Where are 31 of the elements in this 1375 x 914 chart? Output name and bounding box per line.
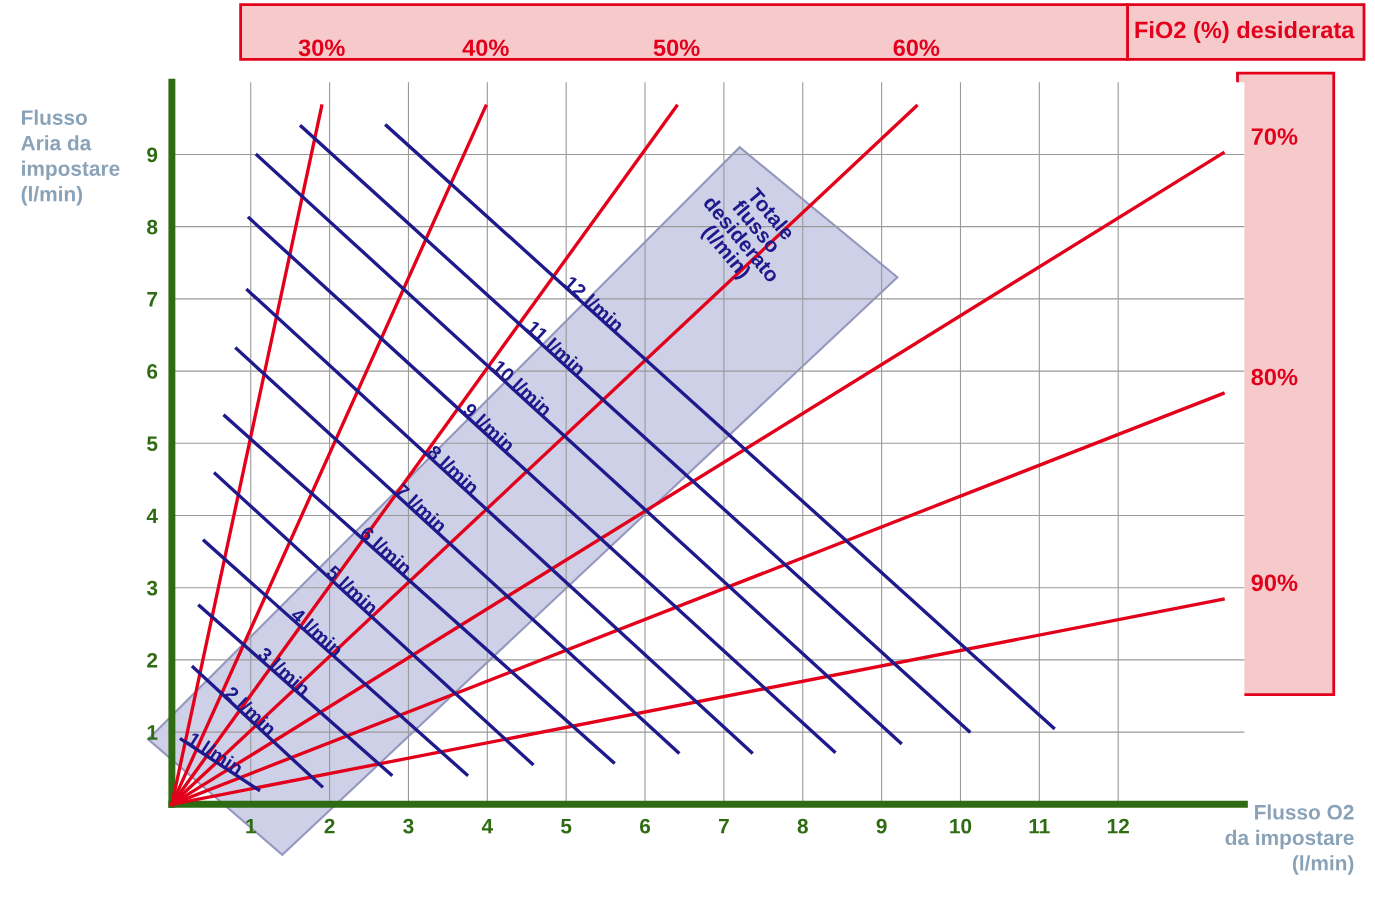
series-label: 90%	[1251, 574, 1298, 592]
x-tick-label: 12	[1107, 818, 1129, 834]
series-label: 70%	[1251, 128, 1298, 145]
x-tick-label: 6	[640, 818, 651, 834]
x-tick-label: 10	[950, 818, 972, 834]
text: 50%	[653, 39, 700, 57]
x-tick-label: 9	[876, 818, 887, 834]
x-tick-label: 5	[561, 818, 572, 834]
text: 60%	[893, 39, 940, 57]
x-tick-label: 8	[797, 818, 808, 834]
text: 30%	[298, 39, 345, 57]
x-tick-label: 2	[324, 818, 335, 834]
text: FiO2 (%) desiderata	[1135, 20, 1355, 43]
y-tick-label: 2	[147, 652, 158, 668]
y-tick-label: 8	[147, 219, 158, 235]
y-axis-title: Flusso Aria da impostare (l/min)	[21, 109, 120, 206]
y-tick-label: 9	[147, 147, 158, 163]
x-tick-label: 3	[403, 818, 414, 834]
y-tick-label: 5	[147, 436, 158, 452]
x-axis-title: Flusso O2 da impostare (l/min)	[1225, 804, 1354, 875]
series-label: 80%	[1251, 368, 1298, 386]
y-tick-label: 1	[147, 725, 158, 740]
y-tick-label: 3	[146, 580, 158, 596]
x-tick-label: 1	[246, 818, 256, 834]
text: 40%	[462, 39, 509, 57]
y-tick-label: 6	[147, 364, 158, 379]
y-tick-label: 7	[147, 292, 158, 307]
y-tick-label: 4	[146, 508, 158, 524]
x-tick-label: 4	[481, 818, 493, 834]
x-tick-label: 11	[1029, 818, 1050, 834]
x-tick-label: 7	[719, 818, 729, 834]
